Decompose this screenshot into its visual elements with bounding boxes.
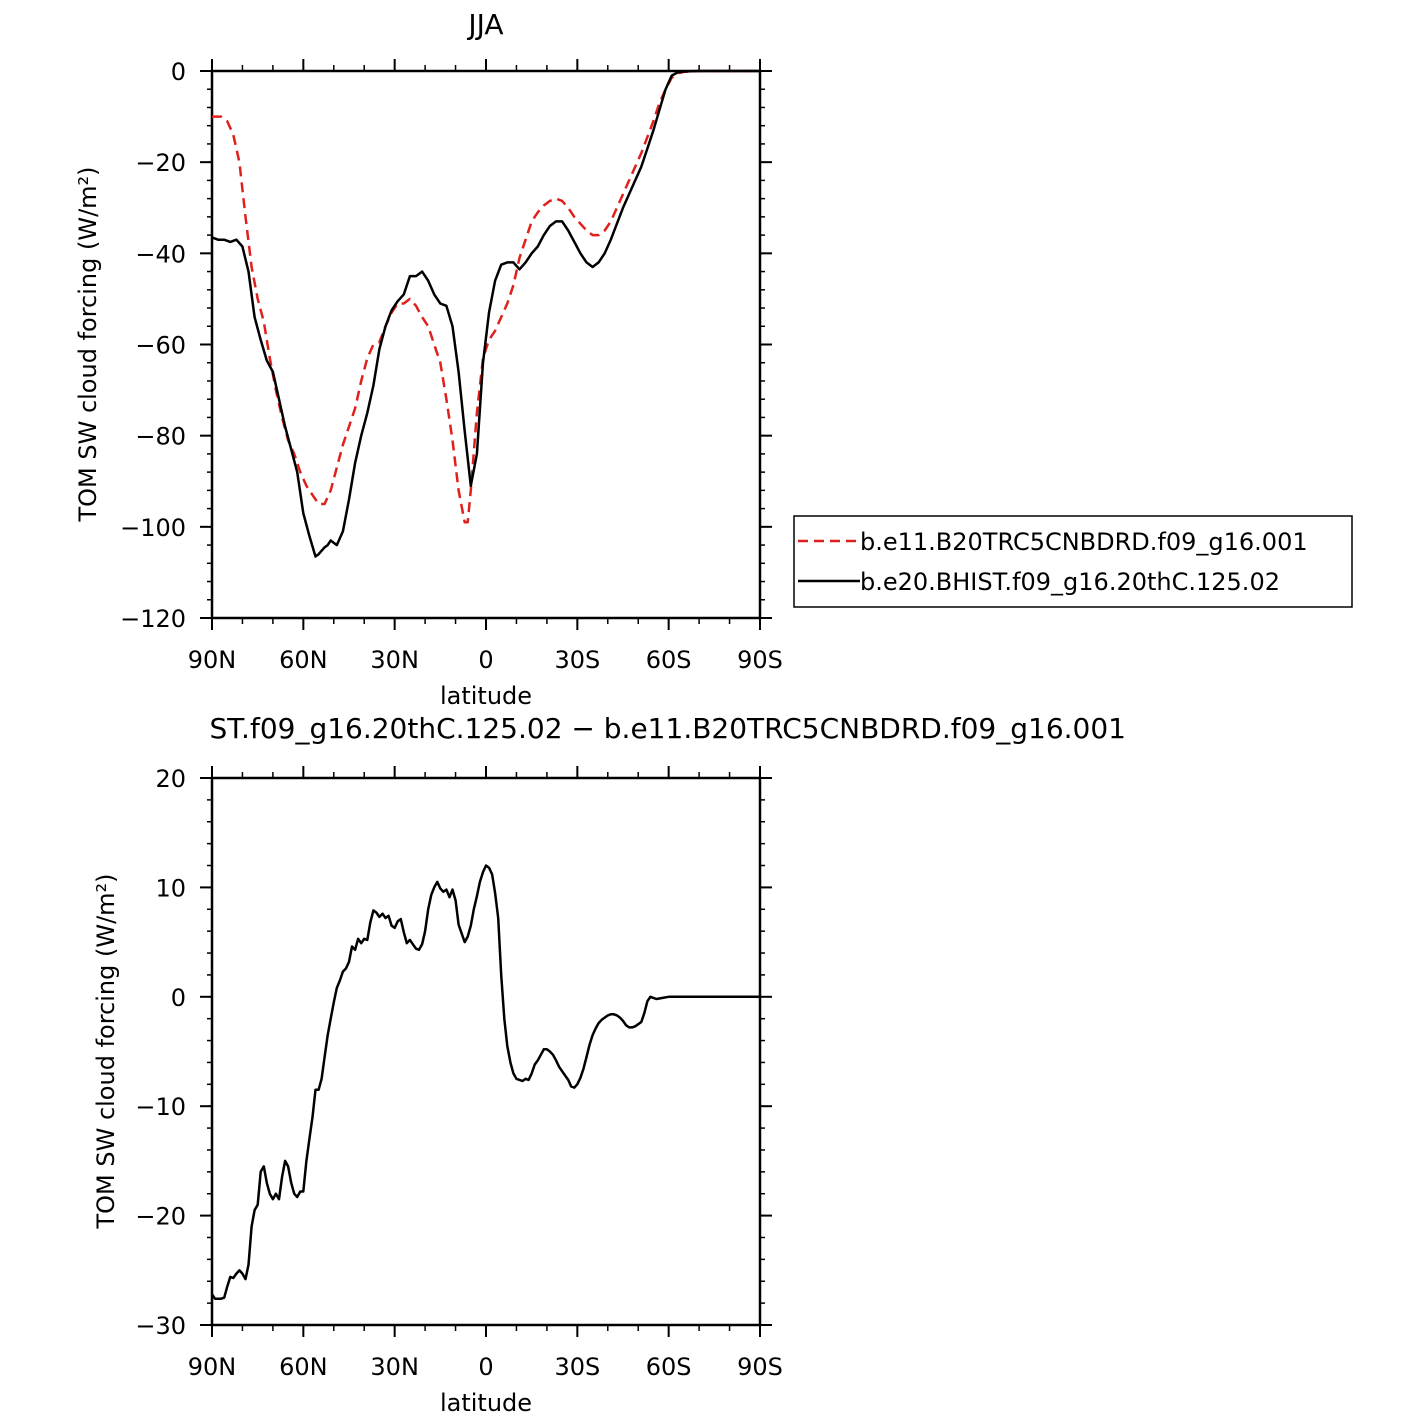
x-tick-label: 60S	[646, 646, 692, 674]
y-tick-label: −120	[120, 605, 186, 633]
x-tick-label: 60S	[646, 1353, 692, 1381]
y-tick-label: −80	[135, 423, 186, 451]
top-chart: JJA 0 −20 −40 −60 −80 −100 −120 90N 60N 30N 0 30S 6…	[74, 8, 783, 710]
x-tick-label: 0	[478, 646, 493, 674]
y-tick-label: −30	[135, 1312, 186, 1340]
x-tick-label: 30S	[554, 1353, 600, 1381]
legend-box	[793, 515, 1353, 608]
bottom-chart-title: ST.f09_g16.20thC.125.02 − b.e11.B20TRC5C…	[210, 712, 1127, 745]
y-tick-label: 0	[171, 58, 186, 86]
x-tick-label: 90S	[737, 1353, 783, 1381]
bottom-x-ticks: 90N 60N 30N 0 30S 60S 90S	[188, 766, 783, 1381]
legend-entry-2: b.e20.BHIST.f09_g16.20thC.125.02	[860, 568, 1280, 596]
x-tick-label: 60N	[279, 1353, 328, 1381]
bottom-x-axis-label: latitude	[440, 1389, 532, 1417]
top-y-axis-label: TOM SW cloud forcing (W/m²)	[74, 166, 102, 522]
x-tick-label: 90S	[737, 646, 783, 674]
y-tick-label: −20	[135, 1203, 186, 1231]
bottom-plot-frame	[210, 776, 762, 1327]
series-line-1	[212, 69, 760, 524]
bottom-y-axis-label: TOM SW cloud forcing (W/m²)	[92, 873, 120, 1229]
bottom-y-ticks: 20 10 0 −10 −20 −30	[135, 765, 772, 1340]
y-tick-label: −100	[120, 514, 186, 542]
y-tick-label: 0	[171, 984, 186, 1012]
x-tick-label: 30N	[370, 1353, 419, 1381]
legend: b.e11.B20TRC5CNBDRD.f09_g16.001 b.e20.BH…	[793, 515, 1353, 608]
x-tick-label: 90N	[188, 1353, 237, 1381]
x-tick-label: 30S	[554, 646, 600, 674]
x-tick-label: 30N	[370, 646, 419, 674]
top-y-ticks: 0 −20 −40 −60 −80 −100 −120	[120, 58, 772, 633]
x-tick-label: 0	[478, 1353, 493, 1381]
y-tick-label: −40	[135, 240, 186, 268]
legend-entry-1: b.e11.B20TRC5CNBDRD.f09_g16.001	[860, 528, 1308, 556]
bottom-chart: ST.f09_g16.20thC.125.02 − b.e11.B20TRC5C…	[92, 712, 1126, 1417]
x-tick-label: 60N	[279, 646, 328, 674]
series-line-1	[210, 864, 760, 1300]
top-x-axis-label: latitude	[440, 682, 532, 710]
y-tick-label: −20	[135, 149, 186, 177]
y-tick-label: 20	[155, 765, 186, 793]
series-line-2	[211, 69, 760, 558]
y-tick-label: −10	[135, 1093, 186, 1121]
top-chart-title: JJA	[466, 8, 503, 41]
y-tick-label: 10	[155, 874, 186, 902]
y-tick-label: −60	[135, 332, 186, 360]
x-tick-label: 90N	[188, 646, 237, 674]
bottom-series	[210, 864, 760, 1300]
top-x-ticks: 90N 60N 30N 0 30S 60S 90S	[188, 59, 783, 674]
top-series	[211, 69, 760, 558]
